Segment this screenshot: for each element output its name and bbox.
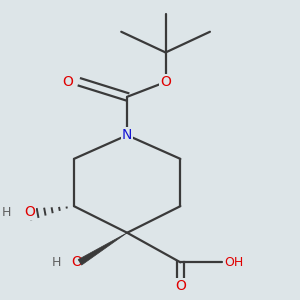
Polygon shape: [78, 233, 127, 265]
Text: H: H: [52, 256, 61, 269]
Text: OH: OH: [224, 256, 243, 269]
Text: O: O: [71, 255, 82, 269]
Text: O: O: [160, 75, 171, 89]
Text: O: O: [175, 279, 186, 293]
Text: N: N: [122, 128, 132, 142]
Text: O: O: [24, 205, 35, 219]
Text: O: O: [63, 75, 74, 89]
Text: H: H: [1, 206, 11, 219]
